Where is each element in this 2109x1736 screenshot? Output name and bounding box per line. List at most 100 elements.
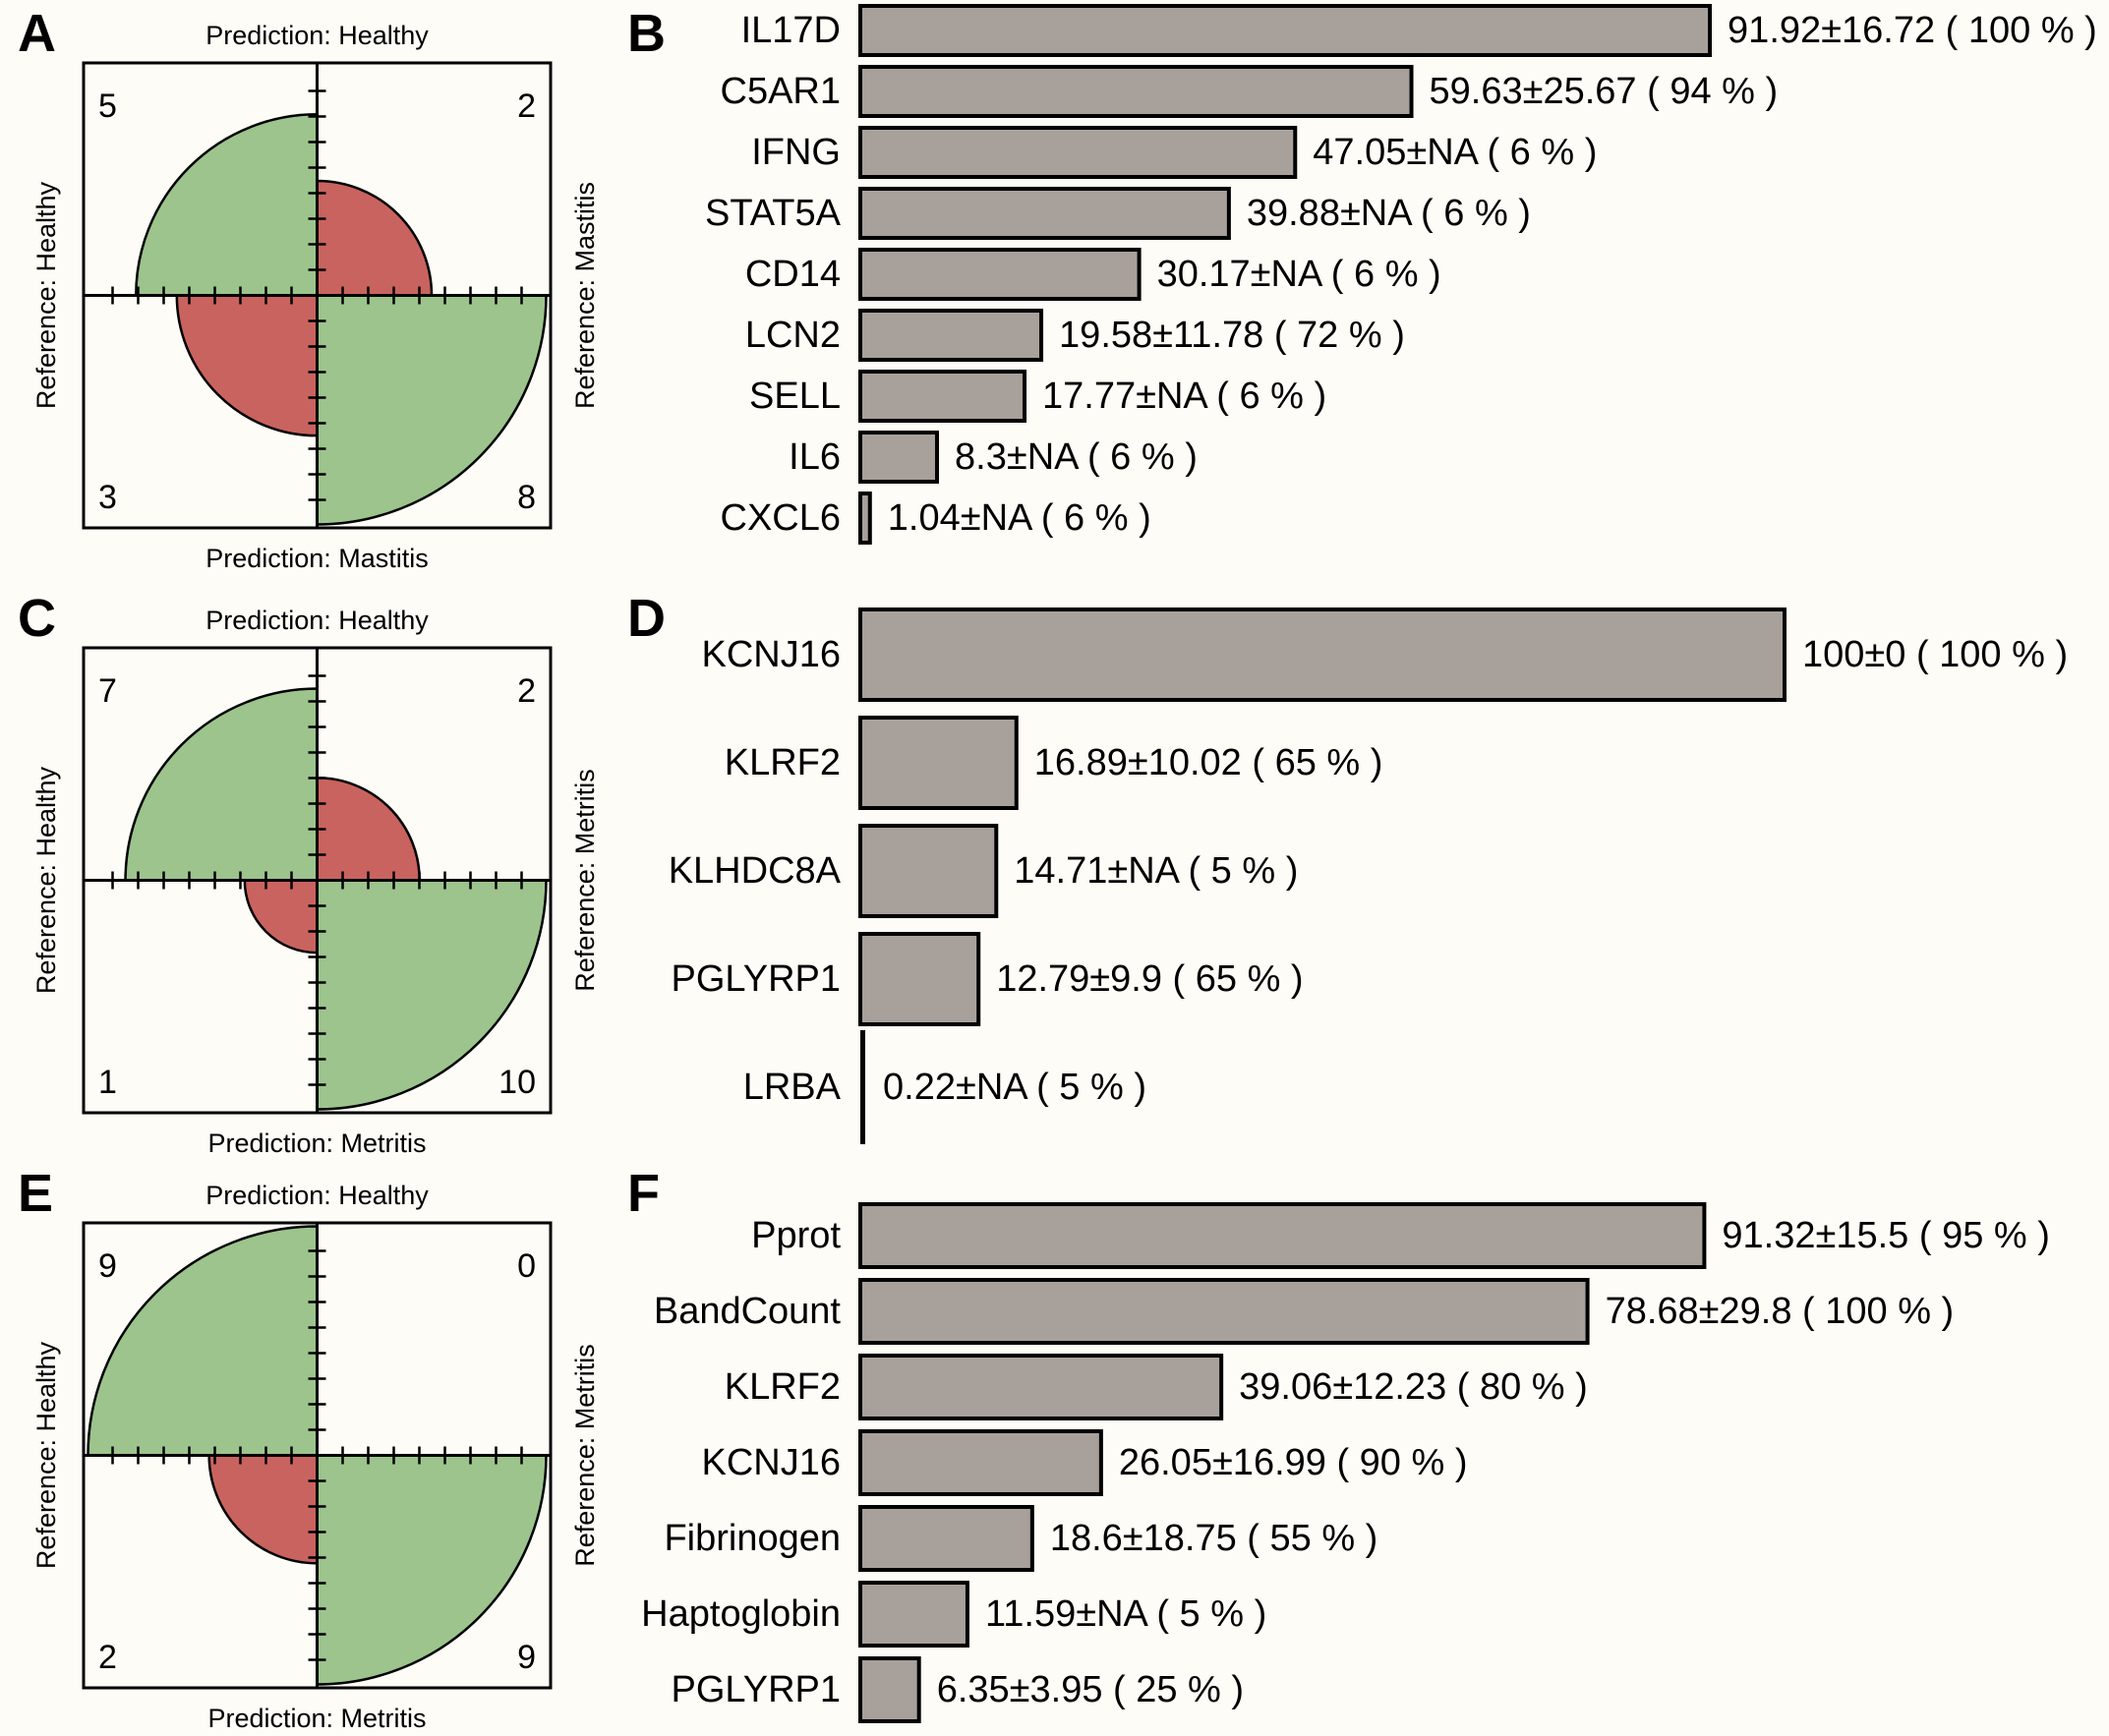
axis-label-right: Reference: Metritis xyxy=(570,769,600,992)
bar-label: IL17D xyxy=(741,10,841,51)
quadrant-count-bottom_right: 10 xyxy=(498,1064,536,1101)
bar-value-annotation: 12.79±9.9 ( 65 % ) xyxy=(996,958,1303,1000)
bar-value-annotation: 59.63±25.67 ( 94 % ) xyxy=(1430,71,1779,112)
bar-row: KCNJ16 26.05±16.99 ( 90 % ) xyxy=(702,1429,1468,1496)
quadrant-count-bottom_left: 2 xyxy=(98,1639,117,1676)
quadrant-arc-bottom_right xyxy=(316,294,548,526)
panel-A-fourfold-plot: A Prediction: Healthy Prediction: Mastitis… xyxy=(18,4,600,573)
bar-row: Pprot 91.32±15.5 ( 95 % ) xyxy=(751,1202,2050,1269)
bar-rect xyxy=(858,608,1787,702)
bar-value-annotation: 30.17±NA ( 6 % ) xyxy=(1157,254,1441,295)
bar-row: CXCL6 1.04±NA ( 6 % ) xyxy=(721,492,1151,545)
bar-label: Pprot xyxy=(751,1215,841,1256)
bar-rect xyxy=(858,824,999,918)
bar-value-annotation: 18.6±18.75 ( 55 % ) xyxy=(1050,1518,1378,1559)
bar-label: PGLYRP1 xyxy=(672,1669,841,1710)
axis-label-left: Reference: Healthy xyxy=(31,766,61,994)
bar-rect xyxy=(858,1278,1590,1345)
bar-rect xyxy=(858,187,1231,240)
bar-value-annotation: 78.68±29.8 ( 100 % ) xyxy=(1606,1291,1955,1332)
bar-label: IL6 xyxy=(789,436,841,478)
bar-value-annotation: 6.35±3.95 ( 25 % ) xyxy=(937,1669,1244,1710)
bar-label: KLHDC8A xyxy=(669,850,842,892)
axis-label-top: Prediction: Healthy xyxy=(205,21,429,50)
bar-rect xyxy=(858,932,981,1026)
quadrant-count-top_left: 7 xyxy=(98,672,117,710)
quadrant-arc-bottom_left xyxy=(243,879,319,955)
bar-value-annotation: 17.77±NA ( 6 % ) xyxy=(1042,376,1326,417)
bar-rect xyxy=(858,1429,1103,1496)
quadrant-count-top_right: 2 xyxy=(517,87,536,125)
bar-label: KCNJ16 xyxy=(702,634,842,675)
axis-label-bottom: Prediction: Mastitis xyxy=(205,544,429,573)
quadrant-count-top_right: 0 xyxy=(517,1247,536,1285)
panel-letter: A xyxy=(18,4,56,63)
bar-label: LCN2 xyxy=(745,315,841,356)
bar-label: KLRF2 xyxy=(725,742,841,783)
quadrant-arc-top_left xyxy=(87,1225,319,1457)
bar-label: KLRF2 xyxy=(725,1366,841,1408)
panel-letter: C xyxy=(18,589,56,648)
bar-row: BandCount 78.68±29.8 ( 100 % ) xyxy=(654,1278,1955,1345)
bar-row: C5AR1 59.63±25.67 ( 94 % ) xyxy=(721,65,1779,118)
panel-E-fourfold-plot: E Prediction: Healthy Prediction: Metritis… xyxy=(18,1164,600,1733)
bar-rect xyxy=(858,1354,1224,1420)
bar-label: SELL xyxy=(749,376,841,417)
panel-C-fourfold-plot: C Prediction: Healthy Prediction: Metritis… xyxy=(18,589,600,1158)
axis-label-right: Reference: Metritis xyxy=(570,1344,600,1567)
bar-label: PGLYRP1 xyxy=(672,958,841,1000)
bar-value-annotation: 19.58±11.78 ( 72 % ) xyxy=(1059,315,1405,356)
bar-rect xyxy=(858,1505,1034,1572)
bar-row: LRBA 0.22±NA ( 5 % ) xyxy=(743,1030,1146,1144)
bar-rect xyxy=(858,126,1298,179)
bar-value-annotation: 39.88±NA ( 6 % ) xyxy=(1247,193,1531,234)
quadrant-arc-bottom_right xyxy=(316,879,548,1111)
panel-letter: E xyxy=(18,1164,53,1223)
bar-row: IL6 8.3±NA ( 6 % ) xyxy=(789,431,1198,484)
bar-rect xyxy=(858,431,940,484)
bar-row: PGLYRP1 12.79±9.9 ( 65 % ) xyxy=(672,932,1304,1026)
quadrant-count-bottom_right: 9 xyxy=(517,1639,536,1676)
quadrant-arc-top_right xyxy=(316,777,421,882)
bar-value-annotation: 26.05±16.99 ( 90 % ) xyxy=(1119,1442,1468,1483)
panel-B-bar-chart: B IL17D 91.92±16.72 ( 100 % ) C5AR1 59.63±25… xyxy=(627,4,2097,545)
bar-label: Haptoglobin xyxy=(641,1593,841,1635)
bar-label: CXCL6 xyxy=(721,497,842,539)
bar-rect xyxy=(858,65,1414,118)
axis-label-bottom: Prediction: Metritis xyxy=(207,1128,426,1158)
quadrant-count-bottom_left: 1 xyxy=(98,1064,117,1101)
bar-value-annotation: 91.92±16.72 ( 100 % ) xyxy=(1728,10,2097,51)
bar-row: Haptoglobin 11.59±NA ( 5 % ) xyxy=(641,1581,1266,1648)
bar-row: KLRF2 39.06±12.23 ( 80 % ) xyxy=(725,1354,1588,1420)
panel-letter: B xyxy=(627,4,666,63)
quadrant-arc-bottom_right xyxy=(316,1454,548,1686)
quadrant-arc-bottom_left xyxy=(175,294,319,437)
quadrant-arc-bottom_left xyxy=(207,1454,319,1565)
bar-label: IFNG xyxy=(751,132,841,173)
bar-row: CD14 30.17±NA ( 6 % ) xyxy=(745,248,1441,301)
panel-F-bar-chart: F Pprot 91.32±15.5 ( 95 % ) BandCount 78.68±… xyxy=(627,1164,2050,1723)
bar-label: KCNJ16 xyxy=(702,1442,842,1483)
bar-rect xyxy=(858,716,1019,810)
bar-value-annotation: 0.22±NA ( 5 % ) xyxy=(883,1067,1146,1108)
axis-label-top: Prediction: Healthy xyxy=(205,606,429,635)
bar-row: Fibrinogen 18.6±18.75 ( 55 % ) xyxy=(664,1505,1378,1572)
bar-row: KLHDC8A 14.71±NA ( 5 % ) xyxy=(669,824,1298,918)
bar-value-annotation: 8.3±NA ( 6 % ) xyxy=(955,436,1198,478)
panel-letter: F xyxy=(627,1164,660,1223)
bar-rect xyxy=(858,1202,1707,1269)
bar-row: KCNJ16 100±0 ( 100 % ) xyxy=(702,608,2068,702)
bar-row: KLRF2 16.89±10.02 ( 65 % ) xyxy=(725,716,1382,810)
quadrant-count-bottom_left: 3 xyxy=(98,479,117,516)
bar-label: C5AR1 xyxy=(721,71,842,112)
quadrant-arc-top_right xyxy=(316,179,434,297)
bar-value-annotation: 11.59±NA ( 5 % ) xyxy=(985,1593,1266,1635)
bar-value-annotation: 47.05±NA ( 6 % ) xyxy=(1313,132,1597,173)
axis-label-right: Reference: Mastitis xyxy=(570,182,600,409)
bar-value-annotation: 14.71±NA ( 5 % ) xyxy=(1014,850,1298,892)
panel-letter: D xyxy=(627,589,666,648)
bar-value-annotation: 39.06±12.23 ( 80 % ) xyxy=(1239,1366,1588,1408)
bar-row: IFNG 47.05±NA ( 6 % ) xyxy=(751,126,1597,179)
quadrant-count-top_right: 2 xyxy=(517,672,536,710)
bar-label: BandCount xyxy=(654,1291,842,1332)
